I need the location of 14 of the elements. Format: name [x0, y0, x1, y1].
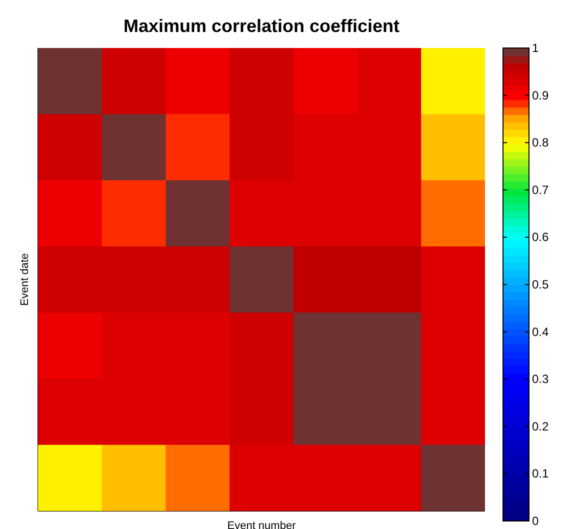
color-bar-label: 0.2: [532, 419, 550, 434]
x-axis-title: Event number: [227, 520, 296, 529]
color-bar-label: 0.7: [532, 182, 550, 197]
color-bar-label: 1: [532, 41, 539, 55]
color-bar-label: 0.5: [532, 278, 550, 292]
y-axis-title: Event date: [18, 253, 31, 306]
color-bar-label: 0.6: [532, 230, 550, 244]
color-bar-label: 0.9: [532, 88, 550, 102]
color-bar-label: 0.1: [532, 466, 550, 481]
color-bar-label: 0: [532, 514, 539, 528]
color-bar-label: 0.3: [532, 372, 550, 386]
color-bar-label: 0.4: [532, 324, 550, 339]
color-bar-label: 0.8: [532, 136, 550, 150]
chart-title: Maximum correlation coefficient: [122, 16, 401, 37]
